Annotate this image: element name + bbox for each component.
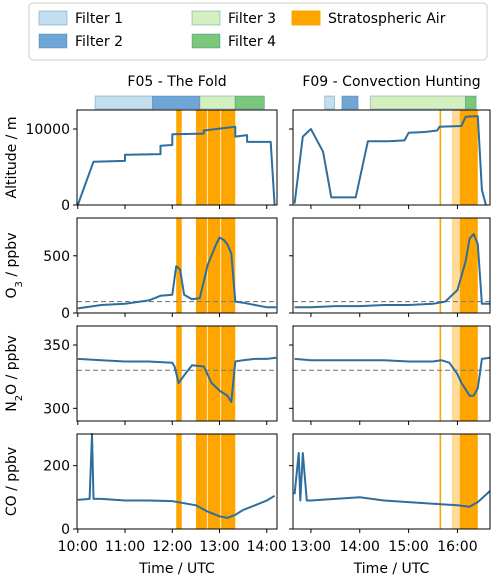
stratospheric-band [439,326,442,421]
stratospheric-band [176,218,182,313]
stratospheric-band [176,110,182,205]
panel: 0 200 CO / ppbv [4,433,278,538]
axes-frame [76,325,278,422]
chart-column: F05 - The Fold 0 10000 Altitude / m 0 500 O3 /… [4,74,287,577]
x-axis-label: Time / UTC [353,561,430,577]
panel: 300 350 N2O / ppbv [4,325,278,425]
axes-frame [292,325,491,422]
axes-frame [292,109,491,206]
stratospheric-band [207,110,221,205]
x-tick-label: 12:00 [152,539,192,555]
axes-frame [292,217,491,314]
legend-label: Filter 4 [228,34,276,50]
panel: 0 10000 Altitude / m [4,109,278,214]
x-axis-label: Time / UTC [138,561,215,577]
panel [289,217,491,317]
y-axis-label: N2O / ppbv [4,335,25,411]
series-line [77,433,276,519]
stratospheric-band [207,326,221,421]
series-line [294,233,490,309]
y-tick-label: 350 [43,338,70,354]
filter-bar [234,95,265,110]
stratospheric-band [439,218,442,313]
axes-frame [292,433,491,530]
legend-swatch [38,33,68,49]
legend-swatch [191,10,221,26]
x-tick-label: 15:00 [388,539,428,555]
stratospheric-band [439,434,442,529]
stratospheric-band [195,218,207,313]
legend: Filter 1 Filter 2 Filter 3 Filter 4 Stratosp… [28,2,488,61]
filter-bar [94,95,154,110]
chart-column: F09 - Convection Hunting 13:00 14:00 15:00 1… [289,74,491,577]
axes-frame [76,217,278,314]
filter-bar [152,95,201,110]
series-line [76,125,276,206]
x-tick-label: 10:00 [58,539,98,555]
legend-label: Filter 3 [228,11,276,27]
stratospheric-band [221,110,236,205]
panel [289,109,491,209]
y-tick-label: 500 [43,249,70,265]
stratospheric-band [195,326,207,421]
stratospheric-band [459,434,478,529]
x-tick-label: 14:00 [340,539,380,555]
stratospheric-band [207,434,221,529]
stratospheric-band [459,110,478,205]
y-axis-label: O3 / ppbv [4,233,25,299]
stratospheric-band [439,110,442,205]
filter-bar [341,95,359,110]
y-tick-label: 0 [61,198,70,214]
legend-swatch [191,33,221,49]
panel [289,433,491,533]
x-tick-label: 16:00 [437,539,477,555]
panel: 0 500 O3 / ppbv [4,217,278,322]
y-tick-label: 0 [61,522,70,538]
series-line [293,115,487,206]
filter-bar [324,95,336,110]
y-tick-label: 10000 [25,122,70,138]
filter-bar [369,95,467,110]
legend-frame [28,2,488,61]
stratospheric-band [459,326,478,421]
series-line [293,452,491,508]
y-tick-label: 0 [61,306,70,322]
axes-frame [76,433,278,530]
stratospheric-band [195,110,207,205]
x-tick-label: 14:00 [247,539,287,555]
y-tick-label: 300 [43,401,70,417]
legend-label: Filter 1 [75,11,123,27]
chart-title: F09 - Convection Hunting [302,74,480,90]
stratospheric-band [176,326,182,421]
series-line [77,236,277,310]
series-line [294,356,491,397]
series-line [77,356,277,403]
x-tick-label: 13:00 [291,539,331,555]
y-axis-label: CO / ppbv [4,447,20,516]
panel [289,325,491,425]
chart-title: F05 - The Fold [127,74,226,90]
stratospheric-band [176,434,182,529]
stratospheric-band [459,218,478,313]
legend-label: Filter 2 [75,34,123,50]
x-tick-label: 13:00 [199,539,239,555]
legend-swatch [38,10,68,26]
legend-swatch [291,10,321,26]
y-axis-label: Altitude / m [4,117,20,199]
x-tick-label: 11:00 [105,539,145,555]
filter-bar [465,95,477,110]
stratospheric-band [195,434,207,529]
legend-label: Stratospheric Air [328,11,446,27]
stratospheric-band [207,218,221,313]
y-tick-label: 200 [43,459,70,475]
axes-frame [76,109,278,206]
stratospheric-band [221,434,236,529]
filter-bar [199,95,236,110]
